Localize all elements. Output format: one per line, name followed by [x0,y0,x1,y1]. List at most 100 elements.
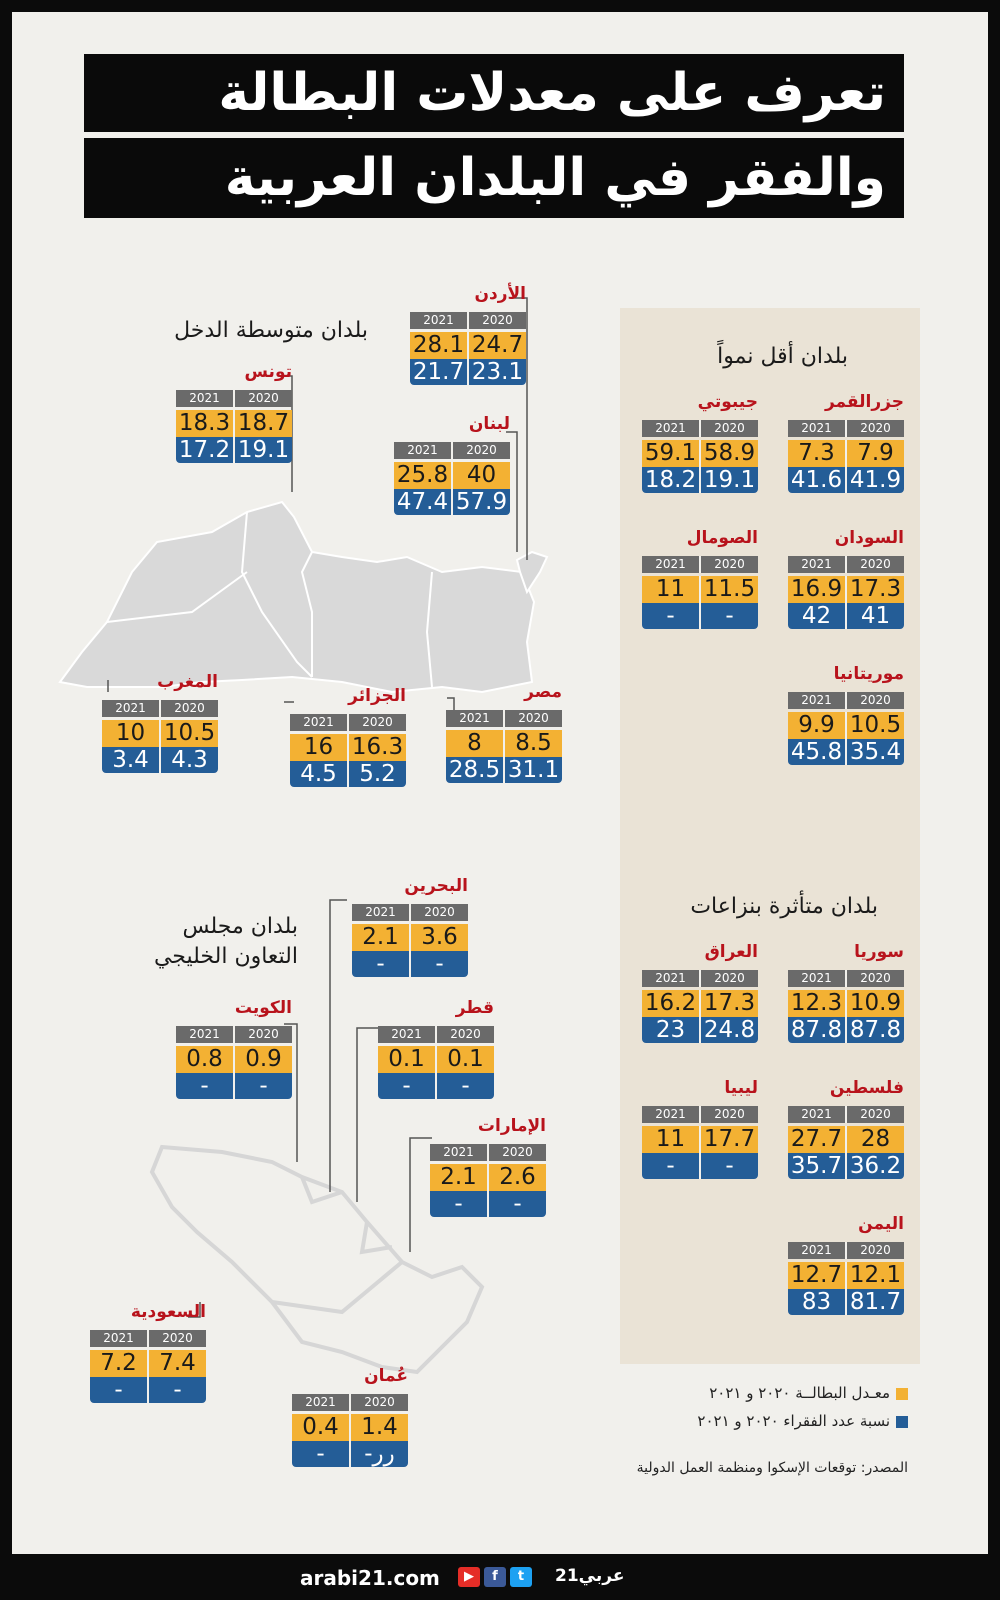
unemployment-row: 0.8 0.9 [176,1046,292,1073]
unemployment-2021: 0.1 [378,1046,437,1073]
poverty-2020: 24.8 [703,1017,756,1043]
poverty-2020: - [461,1073,470,1099]
country-name-uae: الإمارات [477,1116,546,1136]
year-header: 2021 2020 [102,700,218,717]
heading-gcc: بلدان مجلس التعاون الخليجي [154,912,298,971]
unemployment-2021: 16.2 [642,990,701,1017]
footer-bar: arabi21.com ▶ f t عربي21 [0,1554,1000,1600]
title-line-2: والفقر في البلدان العربية [84,138,904,218]
year-header: 2021 2020 [394,442,510,459]
unemployment-2021: 0.4 [292,1414,351,1441]
poverty-row: -- [430,1191,546,1217]
unemployment-2020: 8.5 [515,730,552,756]
stat-card-sudan: 2021 2020 16.9 17.3 42 41 [788,556,904,629]
poverty-2021: - [176,1073,235,1099]
unemployment-row: 28.1 24.7 [410,332,526,359]
unemployment-row: 27.7 28 [788,1126,904,1153]
poverty-2020: 57.9 [455,489,508,515]
stat-card-bahrain: 2021 2020 2.1 3.6- - [352,904,468,977]
unemployment-row: 2.1 2.6 [430,1164,546,1191]
stat-card-egypt: 2021 2020 8 8.5 28.5 31.1 [446,710,562,783]
country-name-saudi: السعودية [130,1302,206,1322]
year-2021: 2021 [290,714,349,731]
year-header: 2021 2020 [176,390,292,407]
facebook-icon[interactable]: f [484,1567,506,1587]
poverty-2020: 81.7 [849,1289,902,1315]
unemployment-2021: 25.8 [394,462,453,489]
year-2021: 2021 [446,710,505,727]
year-2020: 2020 [860,1243,891,1257]
heading-middle-income: بلدان متوسطة الدخل [174,318,368,343]
year-header: 2021 2020 [446,710,562,727]
unemployment-row: 25.8 40 [394,462,510,489]
unemployment-row: 59.1 58.9 [642,440,758,467]
unemployment-2021: 0.8 [176,1046,235,1073]
poverty-2021: 4.5 [290,761,349,787]
year-2021: 2021 [176,390,235,407]
year-2021: 2021 [378,1026,437,1043]
year-2021: 2021 [788,692,847,709]
year-header: 2021 2020 [430,1144,546,1161]
year-header: 2021 2020 [290,714,406,731]
unemployment-2020: 58.9 [703,440,756,466]
poverty-row: -- [90,1377,206,1403]
poverty-2021: 28.5 [446,757,505,783]
heading-gcc-line2: التعاون الخليجي [153,943,298,969]
year-header: 2021 2020 [642,970,758,987]
year-2021: 2021 [788,1106,847,1123]
year-header: 2021 2020 [410,312,526,329]
poverty-2021: 3.4 [102,747,161,773]
year-2020: 2020 [860,1107,891,1121]
stat-card-iraq: 2021 2020 16.2 17.3 23 24.8 [642,970,758,1043]
year-header: 2021 2020 [788,970,904,987]
poverty-2021: 42 [788,603,847,629]
poverty-2021: 35.7 [788,1153,847,1179]
country-name-sudan: السودان [834,528,904,548]
unemployment-2021: 7.3 [788,440,847,467]
poverty-2021: 45.8 [788,739,847,765]
unemployment-2020: 7.4 [159,1350,196,1376]
country-name-qatar: قطر [455,998,494,1018]
year-header: 2021 2020 [642,556,758,573]
poverty-2021: 83 [788,1289,847,1315]
year-header: 2021 2020 [788,556,904,573]
poverty-row: 35.7 36.2 [788,1153,904,1179]
infographic-canvas: تعرف على معدلات البطالة والفقر في البلدا… [12,12,988,1554]
poverty-2020: - [435,951,444,977]
year-header: 2021 2020 [642,1106,758,1123]
country-name-morocco: المغرب [157,672,218,692]
country-name-oman: عُمان [364,1366,408,1386]
unemployment-row: 18.3 18.7 [176,410,292,437]
unemployment-2020: 0.1 [447,1046,484,1072]
year-2021: 2021 [176,1026,235,1043]
poverty-2021: - [378,1073,437,1099]
source-note: المصدر: توقعات الإسكوا ومنظمة العمل الدو… [636,1460,908,1476]
unemployment-2021: 9.9 [788,712,847,739]
year-header: 2021 2020 [788,1242,904,1259]
poverty-row: 17.2 19.1 [176,437,292,463]
unemployment-2021: 7.2 [90,1350,149,1377]
year-2021: 2021 [642,420,701,437]
poverty-2021: - [90,1377,149,1403]
poverty-2020: 31.1 [507,757,560,783]
unemployment-row: 0.1 0.1 [378,1046,494,1073]
country-name-algeria: الجزائر [348,686,406,706]
country-name-somalia: الصومال [686,528,758,548]
year-2021: 2021 [642,970,701,987]
unemployment-2020: 10.5 [163,720,216,746]
gulf-map [149,1144,485,1375]
unemployment-2021: 18.3 [176,410,235,437]
stat-card-somalia: 2021 2020 11 11.5- - [642,556,758,629]
site-url[interactable]: arabi21.com [300,1566,440,1590]
poverty-2020: 41.9 [849,467,902,493]
unemployment-2021: 2.1 [352,924,411,951]
unemployment-2020: 10.9 [849,990,902,1016]
unemployment-row: 9.9 10.5 [788,712,904,739]
stat-card-lebanon: 2021 2020 25.8 40 47.4 57.9 [394,442,510,515]
unemployment-2020: 1.4 [361,1414,398,1440]
youtube-icon[interactable]: ▶ [458,1567,480,1587]
year-2021: 2021 [410,312,469,329]
poverty-row: 83 81.7 [788,1289,904,1315]
twitter-icon[interactable]: t [510,1567,532,1587]
poverty-2020: 4.3 [171,747,208,773]
